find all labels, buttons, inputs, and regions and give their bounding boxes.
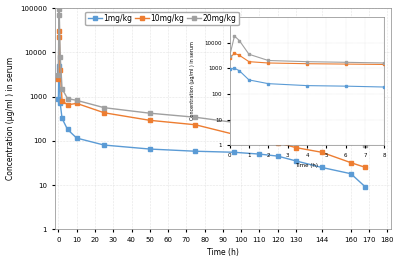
Line: 10mg/kg: 10mg/kg [56,29,368,169]
10mg/kg [147,119,152,122]
1mg/kg [56,64,61,67]
X-axis label: Time (h): Time (h) [207,249,239,257]
20mg/kg [348,136,353,140]
1mg/kg [257,153,262,156]
20mg/kg [58,55,63,58]
1mg/kg [60,117,64,120]
1mg/kg [56,97,61,100]
20mg/kg [363,143,368,146]
1mg/kg [147,148,152,151]
10mg/kg [58,68,63,72]
10mg/kg [57,36,62,39]
1mg/kg [363,185,368,189]
10mg/kg [74,102,79,105]
1mg/kg [65,128,70,131]
1mg/kg [193,150,198,153]
10mg/kg [257,137,262,140]
10mg/kg [294,146,298,149]
10mg/kg [60,99,64,102]
1mg/kg [275,155,280,158]
10mg/kg [56,77,61,80]
20mg/kg [102,106,106,109]
20mg/kg [319,133,324,136]
20mg/kg [57,13,62,17]
Legend: 1mg/kg, 10mg/kg, 20mg/kg: 1mg/kg, 10mg/kg, 20mg/kg [86,12,239,26]
10mg/kg [56,30,61,33]
20mg/kg [56,74,61,77]
10mg/kg [319,151,324,154]
20mg/kg [193,116,198,119]
20mg/kg [65,97,70,100]
1mg/kg [348,172,353,175]
10mg/kg [275,141,280,144]
1mg/kg [58,102,63,105]
1mg/kg [319,166,324,169]
10mg/kg [193,123,198,126]
10mg/kg [102,111,106,114]
10mg/kg [348,161,353,164]
1mg/kg [294,159,298,163]
Line: 1mg/kg: 1mg/kg [56,64,368,189]
20mg/kg [74,99,79,102]
1mg/kg [102,144,106,147]
20mg/kg [147,112,152,115]
20mg/kg [60,87,64,90]
10mg/kg [232,133,236,136]
20mg/kg [294,130,298,133]
20mg/kg [56,7,61,11]
10mg/kg [363,166,368,169]
20mg/kg [257,125,262,128]
10mg/kg [65,103,70,107]
20mg/kg [275,126,280,129]
Line: 20mg/kg: 20mg/kg [56,7,368,147]
20mg/kg [232,121,236,124]
1mg/kg [232,151,236,154]
Y-axis label: Concentration (µg/ml ) in serum: Concentration (µg/ml ) in serum [6,57,14,180]
1mg/kg [74,136,79,140]
1mg/kg [57,68,62,72]
